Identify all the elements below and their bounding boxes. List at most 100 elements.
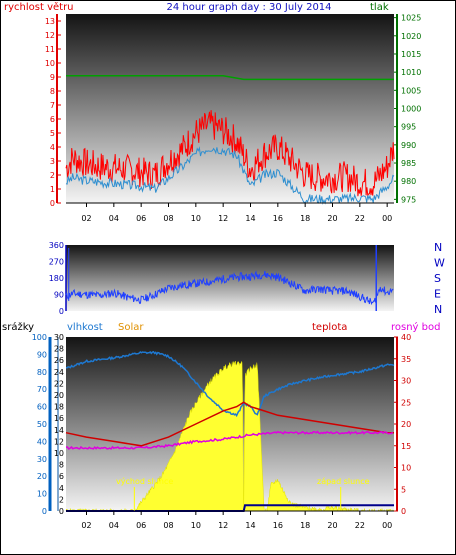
wind-tick-label: 11 xyxy=(45,45,55,54)
rain-tick-label: 100 xyxy=(32,333,47,342)
humidity-tick-label: 0 xyxy=(59,507,64,516)
x-tick-label: 06 xyxy=(136,214,146,223)
wind-tick-label: 5 xyxy=(50,129,55,138)
humidity-tick-label: 18 xyxy=(54,403,64,412)
temperature-tick-label: 10 xyxy=(401,464,411,473)
humidity-label: vlhkost xyxy=(67,322,103,333)
pressure-tick-label: 985 xyxy=(401,159,416,168)
x-tick-label: 10 xyxy=(191,214,201,223)
x-tick-label: 04 xyxy=(109,521,119,530)
panel2-background xyxy=(66,245,394,311)
temperature-tick-label: 30 xyxy=(401,377,411,386)
x-tick-label: 16 xyxy=(273,521,283,530)
wind-speed-title: rychlost větru xyxy=(4,1,74,13)
direction-compass-label: S xyxy=(434,272,441,285)
temperature-tick-label: 5 xyxy=(401,485,406,494)
direction-compass-label: N xyxy=(434,303,442,316)
x-tick-label: 22 xyxy=(355,521,365,530)
pressure-tick-label: 1000 xyxy=(401,105,421,114)
pressure-tick-label: 1010 xyxy=(401,68,421,77)
temperature-tick-label: 20 xyxy=(401,420,411,429)
wind-tick-label: 3 xyxy=(50,157,55,166)
rain-tick-label: 30 xyxy=(37,455,47,464)
direction-tick-label: 360 xyxy=(49,241,64,250)
rain-label: srážky xyxy=(2,321,34,333)
pressure-tick-label: 1015 xyxy=(401,50,421,59)
wind-tick-label: 4 xyxy=(50,143,55,152)
x-tick-label: 20 xyxy=(327,521,337,530)
rain-tick-label: 80 xyxy=(37,368,47,377)
pressure-line xyxy=(66,75,394,81)
dewpoint-label: rosný bod xyxy=(391,321,440,333)
wind-tick-label: 7 xyxy=(50,101,55,110)
temperature-line xyxy=(65,401,394,447)
panel1-background xyxy=(66,14,394,203)
x-tick-label: 08 xyxy=(163,214,173,223)
pressure-tick-label: 1020 xyxy=(401,32,421,41)
x-tick-label: 00 xyxy=(382,521,392,530)
x-tick-label: 02 xyxy=(81,521,91,530)
rain-tick-label: 0 xyxy=(42,507,47,516)
x-tick-label: 22 xyxy=(355,214,365,223)
wind-direction-line xyxy=(65,270,394,306)
humidity-tick-label: 16 xyxy=(54,414,64,423)
pressure-tick-label: 1025 xyxy=(401,14,421,23)
temperature-label: teplota xyxy=(312,322,347,333)
x-tick-label: 18 xyxy=(300,521,310,530)
sunset-annotation: západ slunce xyxy=(317,477,370,486)
wind-pressure-panel: 0123456789101112139759809859909951000100… xyxy=(45,14,422,223)
sunrise-annotation: východ slunce xyxy=(116,477,173,486)
x-tick-label: 12 xyxy=(218,214,228,223)
wind-tick-label: 2 xyxy=(50,171,55,180)
solar-label: Solar xyxy=(118,322,144,333)
direction-tick-label: 180 xyxy=(49,274,64,283)
rain-tick-label: 50 xyxy=(37,420,47,429)
direction-compass-label: W xyxy=(434,257,445,270)
humidity-tick-label: 22 xyxy=(54,379,64,388)
wind-tick-label: 13 xyxy=(45,17,55,26)
x-tick-label: 16 xyxy=(273,214,283,223)
x-tick-label: 02 xyxy=(81,214,91,223)
wind-tick-label: 12 xyxy=(45,31,55,40)
rain-tick-label: 60 xyxy=(37,403,47,412)
x-tick-label: 00 xyxy=(382,214,392,223)
temperature-tick-label: 40 xyxy=(401,333,411,342)
x-tick-label: 14 xyxy=(245,521,255,530)
x-tick-label: 10 xyxy=(191,521,201,530)
humidity-tick-label: 30 xyxy=(54,333,64,342)
x-tick-label: 06 xyxy=(136,521,146,530)
humidity-line xyxy=(66,350,395,418)
direction-tick-label: 270 xyxy=(49,258,64,267)
direction-tick-label: 0 xyxy=(59,307,64,316)
humidity-tick-label: 28 xyxy=(54,345,64,354)
pressure-tick-label: 995 xyxy=(401,123,416,132)
temperature-tick-label: 35 xyxy=(401,355,411,364)
wind-tick-label: 6 xyxy=(50,115,55,124)
temperature-tick-label: 25 xyxy=(401,398,411,407)
pressure-tick-label: 1005 xyxy=(401,86,421,95)
humidity-tick-label: 8 xyxy=(59,461,64,470)
humidity-tick-label: 24 xyxy=(54,368,64,377)
humidity-tick-label: 14 xyxy=(54,426,64,435)
temperature-tick-label: 15 xyxy=(401,442,411,451)
wind-tick-label: 8 xyxy=(50,87,55,96)
temperature-tick-label: 0 xyxy=(401,507,406,516)
rain-tick-label: 90 xyxy=(37,350,47,359)
humidity-tick-label: 20 xyxy=(54,391,64,400)
direction-tick-label: 90 xyxy=(54,291,64,300)
direction-compass-label: N xyxy=(434,241,442,254)
pressure-title: tlak xyxy=(370,2,389,13)
graph-title: 24 hour graph day : 30 July 2014 xyxy=(166,2,331,13)
x-tick-label: 12 xyxy=(218,521,228,530)
rain-tick-label: 10 xyxy=(37,490,47,499)
pressure-tick-label: 980 xyxy=(401,177,416,186)
rain-tick-label: 70 xyxy=(37,385,47,394)
humidity-tick-label: 10 xyxy=(54,449,64,458)
humidity-tick-label: 4 xyxy=(59,484,64,493)
x-tick-label: 04 xyxy=(109,214,119,223)
pressure-tick-label: 990 xyxy=(401,141,416,150)
pressure-tick-label: 975 xyxy=(401,195,416,204)
wind-tick-label: 9 xyxy=(50,73,55,82)
